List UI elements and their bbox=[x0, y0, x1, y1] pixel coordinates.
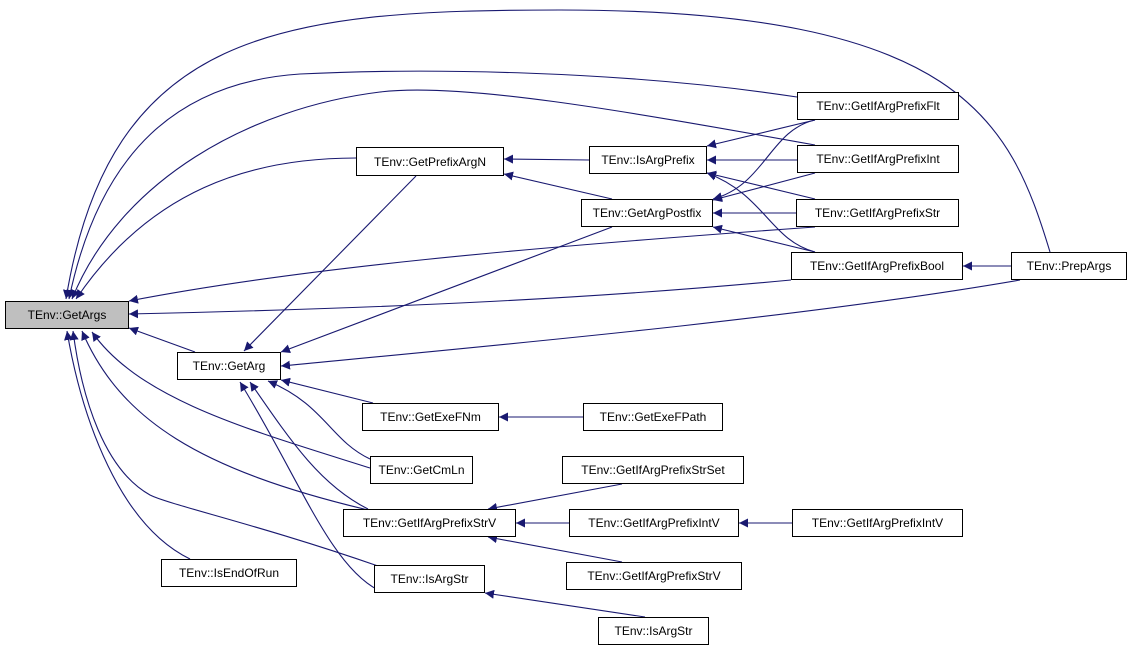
node-is-end-of-run[interactable]: TEnv::IsEndOfRun bbox=[161, 559, 297, 587]
node-is-arg-str-caller[interactable]: TEnv::IsArgStr bbox=[598, 617, 709, 645]
edge-bool-getargpostfix bbox=[712, 224, 816, 253]
edge-getprefixargn-getargs bbox=[75, 157, 357, 300]
node-get-if-arg-prefix-flt[interactable]: TEnv::GetIfArgPrefixFlt bbox=[797, 92, 959, 120]
edge-strv-getarg bbox=[249, 381, 369, 510]
edge-getarg-getargs bbox=[128, 326, 196, 353]
node-get-if-arg-prefix-int[interactable]: TEnv::GetIfArgPrefixInt bbox=[797, 145, 959, 173]
node-get-cm-ln[interactable]: TEnv::GetCmLn bbox=[370, 456, 473, 484]
node-get-if-arg-prefix-int-v[interactable]: TEnv::GetIfArgPrefixIntV bbox=[569, 509, 739, 537]
node-get-if-arg-prefix-bool[interactable]: TEnv::GetIfArgPrefixBool bbox=[791, 252, 963, 280]
edge-prepargs-getarg bbox=[280, 279, 1021, 370]
edge-isargstr-getargs bbox=[69, 330, 379, 567]
edge-getcmln-getarg bbox=[267, 380, 371, 460]
edge-flt-getargpostfix bbox=[712, 119, 816, 201]
edge-getargpostfix-getprefixargn bbox=[503, 171, 613, 200]
edge-str-isargprefix bbox=[706, 170, 816, 200]
edge-getexefnm-getarg bbox=[280, 377, 374, 404]
edge-getargpostfix-getarg bbox=[280, 226, 613, 354]
edge-int-getargs bbox=[71, 89, 816, 300]
edge-getprefixargn-getarg bbox=[243, 175, 417, 352]
node-get-args[interactable]: TEnv::GetArgs bbox=[5, 301, 129, 329]
edge-isargstr-getarg bbox=[239, 381, 379, 591]
node-get-if-arg-prefix-str[interactable]: TEnv::GetIfArgPrefixStr bbox=[796, 199, 959, 227]
edge-prepargs-getargs bbox=[63, 9, 1051, 300]
edge-isargprefix-getprefixargn bbox=[503, 154, 590, 164]
node-get-arg[interactable]: TEnv::GetArg bbox=[177, 352, 281, 380]
node-get-if-arg-prefix-str-set[interactable]: TEnv::GetIfArgPrefixStrSet bbox=[562, 456, 744, 484]
edge-str-getargs bbox=[128, 226, 816, 304]
node-get-arg-postfix[interactable]: TEnv::GetArgPostfix bbox=[581, 199, 713, 227]
node-get-if-arg-prefix-str-v-caller[interactable]: TEnv::GetIfArgPrefixStrV bbox=[566, 562, 742, 590]
node-prep-args[interactable]: TEnv::PrepArgs bbox=[1011, 252, 1127, 280]
node-is-arg-prefix[interactable]: TEnv::IsArgPrefix bbox=[589, 146, 707, 174]
node-get-prefix-arg-n[interactable]: TEnv::GetPrefixArgN bbox=[356, 147, 504, 176]
edge-strset-strv bbox=[487, 483, 623, 512]
node-get-if-arg-prefix-str-v[interactable]: TEnv::GetIfArgPrefixStrV bbox=[343, 509, 516, 537]
edge-flt-getargs bbox=[66, 70, 798, 300]
edge-getcmln-getargs bbox=[91, 331, 371, 469]
node-get-exe-fpath[interactable]: TEnv::GetExeFPath bbox=[583, 403, 723, 431]
edge-strv-getargs bbox=[81, 330, 369, 511]
edge-bool-getargs bbox=[128, 279, 792, 319]
edge-isargstr2-isargstr bbox=[484, 589, 646, 618]
edge-int-getargpostfix bbox=[712, 172, 816, 203]
edge-bool-isargprefix bbox=[706, 171, 816, 253]
node-get-if-arg-prefix-int-v-caller[interactable]: TEnv::GetIfArgPrefixIntV bbox=[792, 509, 963, 537]
edge-strv2-strv bbox=[487, 534, 623, 563]
edge-flt-isargprefix bbox=[706, 119, 816, 149]
node-is-arg-str[interactable]: TEnv::IsArgStr bbox=[374, 565, 485, 593]
edge-isendofrun-getargs bbox=[64, 330, 191, 560]
node-get-exe-fnm[interactable]: TEnv::GetExeFNm bbox=[362, 403, 499, 431]
